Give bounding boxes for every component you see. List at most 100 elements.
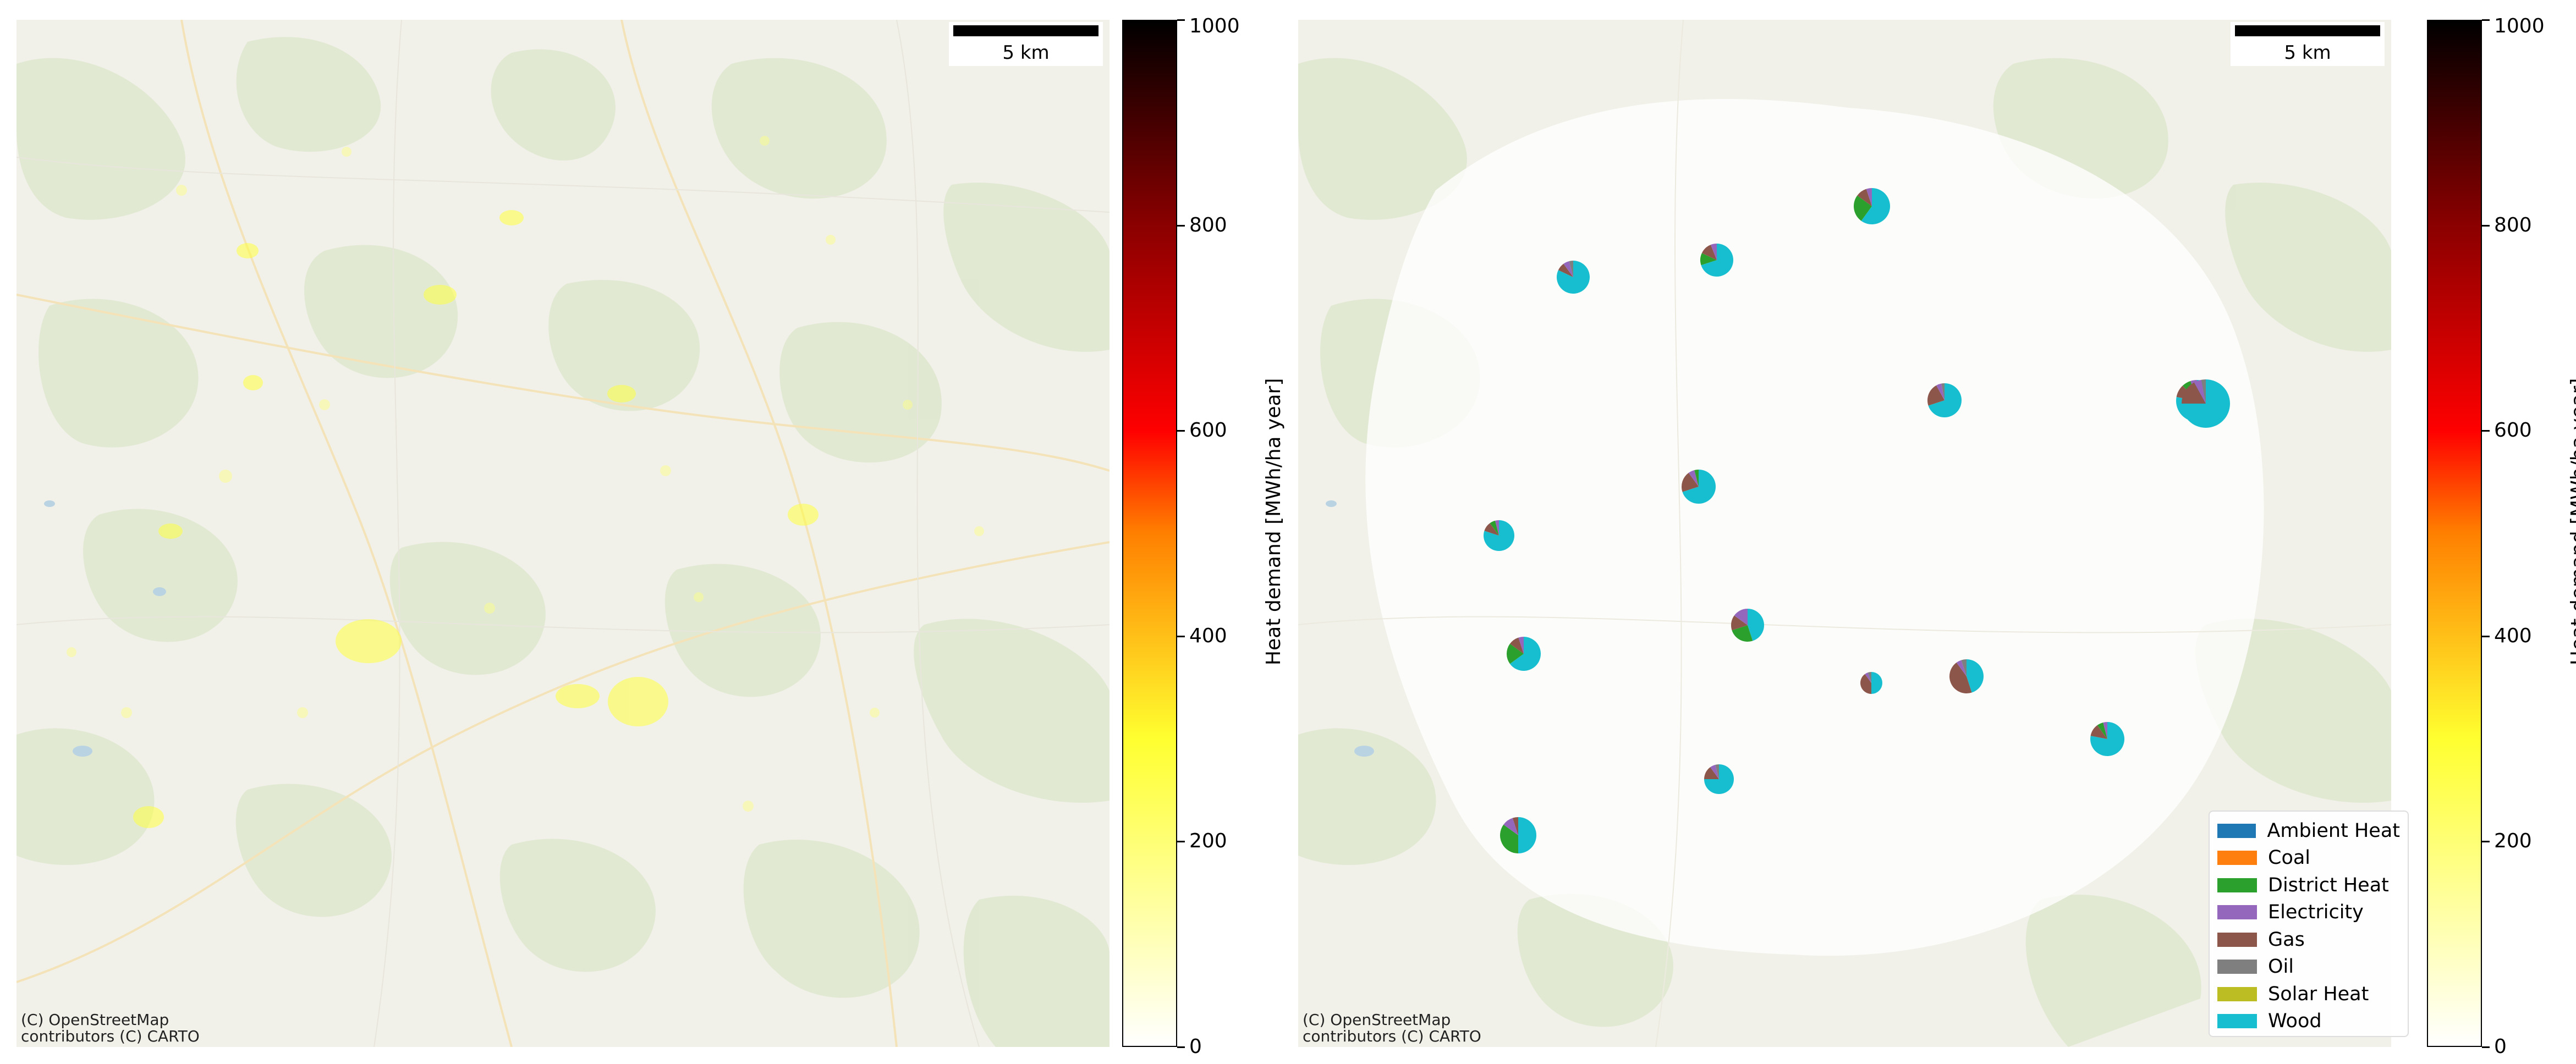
- attribution-line-2: contributors (C) CARTO: [21, 1027, 200, 1045]
- legend-item: Gas: [2217, 926, 2400, 953]
- fuel-pie-chart: [1704, 764, 1734, 794]
- fuel-pie-chart: [1927, 383, 1962, 417]
- pie-slice: [1558, 263, 1573, 277]
- fuel-pie-chart: [2090, 722, 2124, 756]
- legend-swatch: [2217, 932, 2257, 947]
- colorbar-tick-label: 0: [1189, 1035, 1202, 1058]
- pie-slice: [1871, 672, 1882, 694]
- legend-item: Solar Heat: [2217, 980, 2400, 1008]
- legend-swatch: [2217, 1014, 2257, 1029]
- legend-label: Gas: [2268, 928, 2305, 951]
- colorbar-tick: [2482, 19, 2490, 21]
- legend-item: Wood: [2217, 1008, 2400, 1035]
- colorbar-title: Heat demand [MWh/ha year]: [1262, 378, 1285, 665]
- fuel-pie-chart: [2182, 379, 2230, 428]
- colorbar-tick-label: 200: [1189, 830, 1227, 853]
- pie-slice: [1688, 470, 1699, 487]
- fuel-pie-chart: [1700, 244, 1733, 277]
- pie-slice: [1949, 662, 1972, 694]
- colorbar-tick-label: 600: [2494, 419, 2532, 442]
- pie-slice: [1967, 659, 1984, 693]
- pie-slice: [1495, 520, 1499, 536]
- map-attribution-right: (C) OpenStreetMap contributors (C) CARTO: [1303, 1012, 1481, 1045]
- colorbar-tick: [1177, 19, 1185, 21]
- colorbar-tick: [2482, 224, 2490, 227]
- pie-slice: [1704, 767, 1719, 779]
- attribution-line-2: contributors (C) CARTO: [1303, 1027, 1481, 1045]
- pie-slice: [1868, 672, 1871, 683]
- legend-label: District Heat: [2268, 874, 2389, 896]
- colorbar-tick-label: 600: [1189, 419, 1227, 442]
- pie-slice: [1927, 385, 1945, 406]
- pie-slice: [2201, 379, 2206, 404]
- legend-swatch: [2217, 986, 2257, 1001]
- pie-slice: [2194, 379, 2206, 404]
- pie-slice: [1694, 470, 1699, 487]
- pie-slice: [1860, 674, 1871, 694]
- pie-slice: [2090, 725, 2107, 739]
- pie-slice: [2182, 382, 2206, 404]
- pie-slice: [1961, 659, 1967, 676]
- scale-bar-label: 5 km: [2284, 42, 2331, 64]
- pie-slice: [1490, 520, 1499, 536]
- legend-item: Electricity: [2217, 899, 2400, 927]
- legend-label: Coal: [2268, 847, 2311, 869]
- fuel-pie-chart: [1731, 609, 1764, 642]
- legend-item: District Heat: [2217, 872, 2400, 899]
- colorbar-tick: [1177, 841, 1185, 843]
- pie-slice: [1857, 189, 1872, 206]
- pie-slice: [1503, 818, 1518, 835]
- legend-label: Electricity: [2268, 901, 2364, 924]
- fuel-pie-chart: [1557, 261, 1590, 294]
- pie-slice: [1710, 764, 1719, 779]
- colorbar-tick: [1177, 1046, 1185, 1048]
- fuel-pie-chart: [1682, 470, 1716, 504]
- fuel-pie-chart: [1949, 659, 1984, 694]
- pie-slice: [1682, 470, 1716, 504]
- legend-swatch: [2217, 960, 2257, 974]
- scale-bar-label: 5 km: [1002, 42, 1050, 64]
- pie-slice: [2103, 722, 2107, 739]
- pie-slice: [1928, 383, 1962, 417]
- fuel-pie-chart: [1507, 637, 1541, 671]
- colorbar-tick-label: 400: [1189, 624, 1227, 647]
- attribution-line-1: (C) OpenStreetMap: [21, 1011, 169, 1029]
- fuel-mix-map[interactable]: 5 km (C) OpenStreetMap contributors (C) …: [1298, 20, 2391, 1047]
- pie-slice: [1518, 637, 1524, 654]
- colorbar-tick-label: 1000: [2494, 15, 2545, 37]
- pie-slice: [1732, 625, 1753, 642]
- colorbar-title: Heat demand [MWh/ha year]: [2567, 378, 2576, 665]
- pie-chart-layer: [1484, 188, 2230, 853]
- pie-slice: [1715, 764, 1719, 779]
- pie-slice: [1701, 244, 1733, 277]
- colorbar-tick: [1177, 430, 1185, 432]
- pie-slice: [1941, 383, 1945, 400]
- legend-label: Ambient Heat: [2267, 819, 2400, 842]
- colorbar-tick: [1177, 635, 1185, 637]
- pie-slice: [2097, 722, 2107, 739]
- pie-slice: [1701, 245, 1717, 260]
- colorbar-tick: [2482, 430, 2490, 432]
- colorbar-tick: [2482, 841, 2490, 843]
- attribution-line-1: (C) OpenStreetMap: [1303, 1011, 1451, 1029]
- pie-slice: [1682, 472, 1699, 492]
- pie-slice: [1509, 637, 1524, 654]
- pie-slice: [1861, 188, 1890, 224]
- fuel-legend: Ambient Heat Coal District Heat Electricity…: [2209, 811, 2409, 1037]
- legend-item: Ambient Heat: [2217, 817, 2400, 845]
- pie-slice: [1865, 672, 1871, 683]
- colorbar-tick-label: 800: [2494, 213, 2532, 236]
- scale-bar-left: 5 km: [949, 22, 1103, 66]
- legend-item: Coal: [2217, 845, 2400, 872]
- colorbar-tick: [2482, 1046, 2490, 1048]
- colorbar-left: [1122, 20, 1177, 1047]
- pie-slice: [1748, 609, 1764, 641]
- pie-slice: [1956, 660, 1967, 676]
- pie-slice: [1563, 261, 1573, 277]
- colorbar-tick: [2482, 635, 2490, 637]
- colorbar-tick: [1177, 224, 1185, 227]
- pie-slice: [1710, 244, 1717, 260]
- pie-slice: [1866, 188, 1872, 206]
- colorbar-tick-label: 1000: [1189, 15, 1240, 37]
- heat-demand-map[interactable]: 5 km (C) OpenStreetMap contributors (C) …: [17, 20, 1110, 1047]
